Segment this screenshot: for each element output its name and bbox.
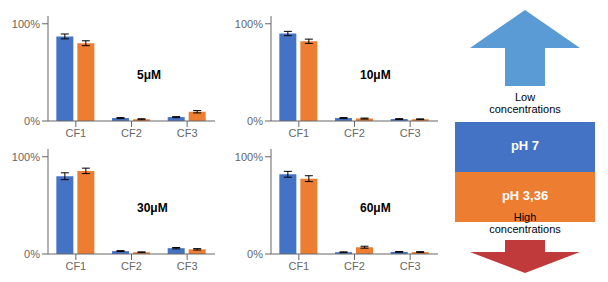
svg-text:CF2: CF2 (344, 127, 365, 139)
html-text:10μM: 10μM (360, 67, 391, 82)
svg-text:100%: 100% (12, 151, 40, 163)
html-text:30μM: 30μM (137, 200, 168, 215)
svg-text:0%: 0% (24, 248, 40, 260)
svg-text:CF3: CF3 (400, 127, 421, 139)
svg-text:100%: 100% (235, 18, 263, 30)
svg-text:Highconcentrations: Highconcentrations (489, 211, 561, 236)
svg-text:CF3: CF3 (400, 260, 421, 272)
svg-text:CF1: CF1 (65, 260, 86, 272)
svg-text:0%: 0% (247, 115, 263, 127)
svg-text:CF2: CF2 (121, 127, 142, 139)
svg-text:100%: 100% (235, 151, 263, 163)
svg-text:100%: 100% (12, 18, 40, 30)
html-text:5μM: 5μM (137, 67, 161, 82)
svg-text:pH 7: pH 7 (511, 138, 539, 153)
svg-text:CF3: CF3 (177, 127, 198, 139)
html-text:60μM: 60μM (360, 200, 391, 215)
svg-text:0%: 0% (24, 115, 40, 127)
svg-text:CF3: CF3 (177, 260, 198, 272)
svg-text:0%: 0% (247, 248, 263, 260)
svg-text:CF2: CF2 (344, 260, 365, 272)
svg-text:CF2: CF2 (121, 260, 142, 272)
svg-text:Lowconcentrations: Lowconcentrations (489, 91, 561, 116)
svg-text:CF1: CF1 (288, 260, 309, 272)
svg-text:pH 3,36: pH 3,36 (502, 188, 548, 203)
svg-text:CF1: CF1 (65, 127, 86, 139)
svg-text:CF1: CF1 (288, 127, 309, 139)
